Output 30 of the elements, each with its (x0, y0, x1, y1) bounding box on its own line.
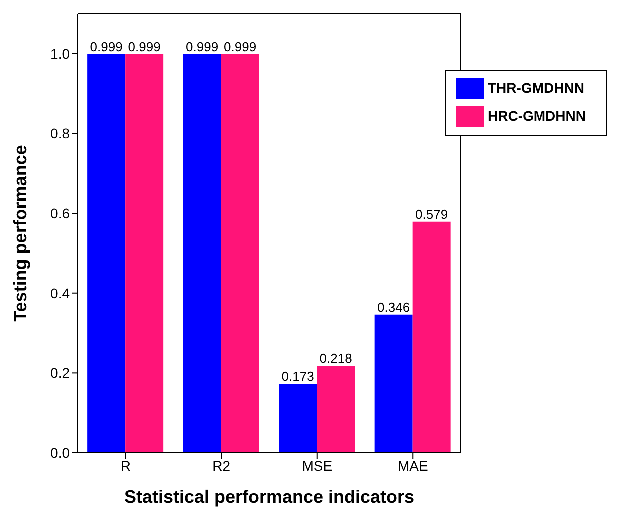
bar (374, 314, 413, 453)
y-tick-label: 1.0 (50, 46, 70, 62)
x-axis-title: Statistical performance indicators (124, 487, 415, 507)
data-label: 0.579 (416, 206, 448, 222)
y-tick-label: 0.2 (50, 365, 70, 382)
data-label: 0.999 (186, 39, 219, 54)
legend-label: THR-GMDHNN (488, 80, 584, 96)
data-label: 0.346 (378, 300, 410, 315)
x-tick-label: MSE (302, 458, 333, 474)
bar (317, 366, 356, 453)
bar (412, 222, 451, 453)
legend-label: HRC-GMDHNN (488, 108, 586, 124)
data-label: 0.999 (90, 39, 123, 54)
y-tick-label: 0.4 (50, 285, 70, 302)
y-tick-label: 0.8 (50, 126, 70, 142)
bar (279, 384, 318, 453)
data-label: 0.999 (128, 39, 161, 54)
bar (126, 54, 164, 453)
data-label: 0.173 (282, 368, 314, 384)
data-label: 0.999 (224, 39, 257, 54)
x-tick-label: R (120, 458, 131, 474)
bar (88, 54, 126, 453)
bar (221, 54, 260, 453)
y-axis-title: Testing performance (10, 145, 30, 322)
y-tick-label: 0.6 (50, 206, 70, 222)
y-tick-label: 0.0 (50, 444, 70, 461)
x-tick-label: MAE (398, 458, 428, 474)
bar (183, 54, 222, 453)
data-label: 0.218 (320, 351, 352, 366)
x-tick-label: R2 (212, 458, 231, 474)
